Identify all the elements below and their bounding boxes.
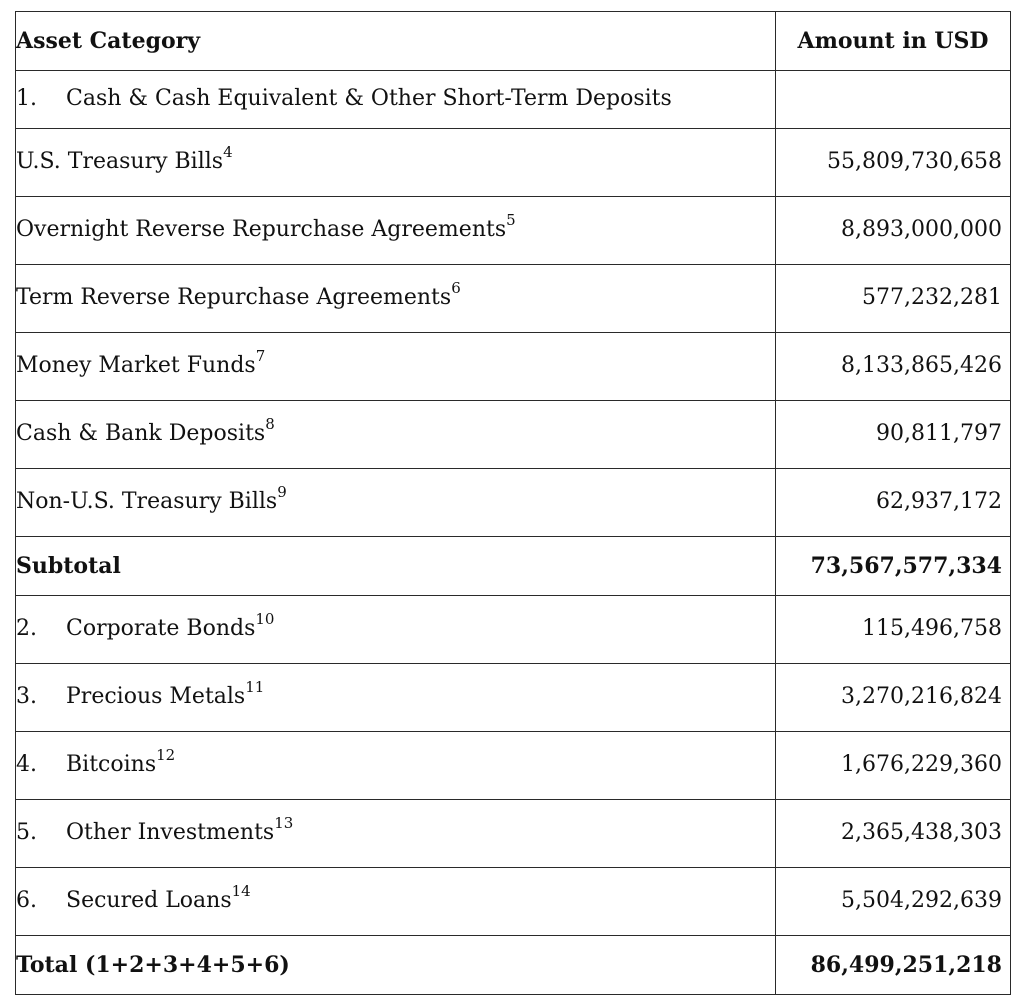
item-amount: 577,232,281 [775, 264, 1011, 333]
section-amount: 2,365,438,303 [775, 799, 1011, 868]
table-row: Overnight Reverse Repurchase Agreements5… [15, 196, 1011, 265]
section-category-cell: 5. Other Investments13 [15, 799, 776, 868]
section-number: 3. [16, 684, 37, 710]
subtotal-amount: 73,567,577,334 [775, 536, 1011, 596]
item-label: Non-U.S. Treasury Bills [16, 489, 278, 515]
item-amount: 55,809,730,658 [775, 128, 1011, 197]
footnote-marker: 12 [156, 746, 176, 765]
section-row-corporate-bonds: 2. Corporate Bonds10 115,496,758 [15, 595, 1011, 664]
total-label: Total (1+2+3+4+5+6) [15, 935, 776, 995]
header-amount-usd: Amount in USD [775, 11, 1011, 71]
footnote-marker: 11 [245, 678, 265, 697]
section-number: 1. [16, 86, 37, 112]
footnote-marker: 10 [255, 610, 275, 629]
section-row-other-investments: 5. Other Investments13 2,365,438,303 [15, 799, 1011, 868]
section-label: Precious Metals [66, 684, 246, 710]
table-row: Term Reverse Repurchase Agreements6 577,… [15, 264, 1011, 333]
section-category-cell: 1. Cash & Cash Equivalent & Other Short-T… [15, 70, 776, 129]
footnote-marker: 7 [255, 347, 266, 366]
item-label: Overnight Reverse Repurchase Agreements [16, 217, 507, 243]
footnote-marker: 6 [451, 279, 461, 298]
footnote-marker: 4 [223, 143, 233, 162]
subtotal-label: Subtotal [15, 536, 776, 596]
item-category-cell: U.S. Treasury Bills4 [15, 128, 776, 197]
section-label: Cash & Cash Equivalent & Other Short-Ter… [66, 86, 672, 112]
section-label: Bitcoins [66, 752, 157, 778]
item-label: Cash & Bank Deposits [16, 421, 266, 447]
item-amount: 8,893,000,000 [775, 196, 1011, 265]
footnote-marker: 9 [277, 483, 287, 502]
item-category-cell: Overnight Reverse Repurchase Agreements5 [15, 196, 776, 265]
footnote-marker: 13 [274, 814, 294, 833]
section-number: 4. [16, 752, 37, 778]
footnote-marker: 14 [231, 882, 251, 901]
section-amount: 3,270,216,824 [775, 663, 1011, 732]
table-row: U.S. Treasury Bills4 55,809,730,658 [15, 128, 1011, 197]
header-asset-category: Asset Category [15, 11, 776, 71]
total-row: Total (1+2+3+4+5+6) 86,499,251,218 [15, 935, 1011, 995]
section-label: Secured Loans [66, 888, 232, 914]
item-category-cell: Money Market Funds7 [15, 332, 776, 401]
section-amount-cell [775, 70, 1011, 129]
section-row-cash-equivalents: 1. Cash & Cash Equivalent & Other Short-T… [15, 70, 1011, 129]
section-number: 6. [16, 888, 37, 914]
item-amount: 8,133,865,426 [775, 332, 1011, 401]
section-row-precious-metals: 3. Precious Metals11 3,270,216,824 [15, 663, 1011, 732]
section-amount: 115,496,758 [775, 595, 1011, 664]
section-amount: 5,504,292,639 [775, 867, 1011, 936]
section-label: Other Investments [66, 820, 275, 846]
table-row: Cash & Bank Deposits8 90,811,797 [15, 400, 1011, 469]
footnote-marker: 8 [265, 415, 275, 434]
item-amount: 62,937,172 [775, 468, 1011, 537]
section-category-cell: 6. Secured Loans14 [15, 867, 776, 936]
subtotal-row: Subtotal 73,567,577,334 [15, 536, 1011, 596]
section-category-cell: 3. Precious Metals11 [15, 663, 776, 732]
footnote-marker: 5 [506, 211, 516, 230]
item-amount: 90,811,797 [775, 400, 1011, 469]
item-label: U.S. Treasury Bills [16, 149, 224, 175]
section-row-bitcoins: 4. Bitcoins12 1,676,229,360 [15, 731, 1011, 800]
section-row-secured-loans: 6. Secured Loans14 5,504,292,639 [15, 867, 1011, 936]
total-amount: 86,499,251,218 [775, 935, 1011, 995]
item-category-cell: Term Reverse Repurchase Agreements6 [15, 264, 776, 333]
item-category-cell: Cash & Bank Deposits8 [15, 400, 776, 469]
asset-table: Asset Category Amount in USD 1. Cash & Ca… [15, 11, 1011, 995]
item-category-cell: Non-U.S. Treasury Bills9 [15, 468, 776, 537]
section-category-cell: 4. Bitcoins12 [15, 731, 776, 800]
section-category-cell: 2. Corporate Bonds10 [15, 595, 776, 664]
item-label: Term Reverse Repurchase Agreements [16, 285, 452, 311]
section-amount: 1,676,229,360 [775, 731, 1011, 800]
section-number: 2. [16, 616, 37, 642]
table-row: Money Market Funds7 8,133,865,426 [15, 332, 1011, 401]
section-label: Corporate Bonds [66, 616, 256, 642]
item-label: Money Market Funds [16, 353, 256, 379]
section-number: 5. [16, 820, 37, 846]
table-header-row: Asset Category Amount in USD [15, 11, 1011, 71]
table-row: Non-U.S. Treasury Bills9 62,937,172 [15, 468, 1011, 537]
